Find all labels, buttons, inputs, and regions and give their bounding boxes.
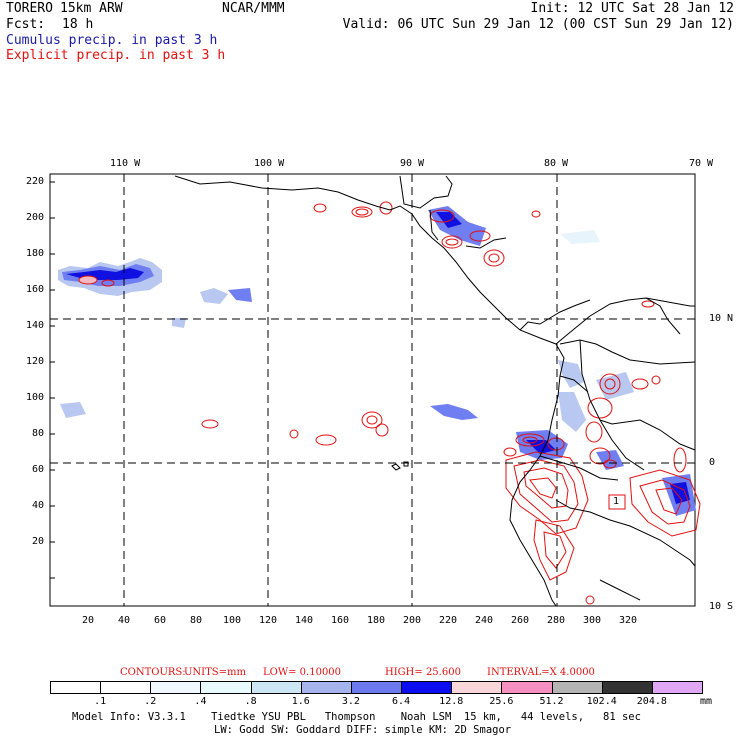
y-tick: 40 xyxy=(32,500,45,511)
contours-interval: INTERVAL=X 4.0000 xyxy=(487,667,595,678)
x-tick: 220 xyxy=(439,615,458,626)
x-tick: 120 xyxy=(259,615,278,626)
colorbar-cell xyxy=(50,681,102,694)
colorbar-units: mm xyxy=(700,696,713,707)
x-tick: 180 xyxy=(367,615,386,626)
y-tick: 120 xyxy=(26,356,45,367)
region-box-label: 1 xyxy=(613,496,620,507)
x-tick: 80 xyxy=(190,615,203,626)
model-resolution: 15km ARW xyxy=(60,1,123,16)
contours-title: CONTOURS: xyxy=(120,667,186,678)
colorbar-cell xyxy=(651,681,703,694)
colorbar-label: 1.6 xyxy=(291,696,310,707)
x-tick: 40 xyxy=(118,615,131,626)
x-tick: 60 xyxy=(154,615,167,626)
lon-label-100w: 100 W xyxy=(254,158,285,169)
colorbar-cell xyxy=(551,681,603,694)
y-tick: 100 xyxy=(26,392,45,403)
contours-high: HIGH= 25.600 xyxy=(385,667,461,678)
colorbar-cell xyxy=(300,681,352,694)
colorbar-cell xyxy=(100,681,152,694)
model-name: TORERO xyxy=(6,1,53,16)
physics-info: LW: Godd SW: Goddard DIFF: simple KM: 2D… xyxy=(214,724,512,736)
lon-label-70w: 70 W xyxy=(689,158,714,169)
y-tick: 220 xyxy=(26,176,45,187)
colorbar-cell xyxy=(401,681,453,694)
x-tick: 160 xyxy=(331,615,350,626)
cumulus-legend: Cumulus precip. in past 3 h xyxy=(6,33,218,48)
lon-label-90w: 90 W xyxy=(400,158,425,169)
colorbar-cell xyxy=(451,681,503,694)
colorbar-cell xyxy=(250,681,302,694)
forecast-hour: 18 h xyxy=(62,17,94,32)
y-tick: 20 xyxy=(32,536,45,547)
model-info: Model Info: V3.3.1 Tiedtke YSU PBL Thomp… xyxy=(72,711,641,723)
x-tick: 100 xyxy=(223,615,242,626)
x-tick: 20 xyxy=(82,615,95,626)
x-tick: 240 xyxy=(475,615,494,626)
valid-time: Valid: 06 UTC Sun 29 Jan 12 (00 CST Sun … xyxy=(342,17,734,32)
coastlines xyxy=(174,175,696,607)
y-tick: 140 xyxy=(26,320,45,331)
colorbar-label: 25.6 xyxy=(489,696,514,707)
cumulus-precip-areas xyxy=(58,206,696,516)
x-tick: 140 xyxy=(295,615,314,626)
colorbar-label: 12.8 xyxy=(439,696,464,707)
colorbar-label: 3.2 xyxy=(341,696,360,707)
colorbar-cell xyxy=(150,681,202,694)
region-box xyxy=(608,494,626,510)
colorbar-label: 6.4 xyxy=(392,696,411,707)
forecast-label: Fcst: xyxy=(6,17,46,32)
colorbar-cell xyxy=(601,681,653,694)
colorbar-cell xyxy=(350,681,403,694)
lon-label-80w: 80 W xyxy=(544,158,569,169)
y-tick: 180 xyxy=(26,248,45,259)
lat-label-10s: 10 S xyxy=(709,601,734,612)
x-tick: 260 xyxy=(511,615,530,626)
graticule xyxy=(50,174,695,606)
colorbar-cell xyxy=(501,681,553,694)
center-name: NCAR/MMM xyxy=(222,1,285,16)
y-tick: 200 xyxy=(26,212,45,223)
contours-units: UNITS=mm xyxy=(184,667,246,678)
explicit-legend: Explicit precip. in past 3 h xyxy=(6,48,226,63)
lon-label-110w: 110 W xyxy=(110,158,141,169)
colorbar-label: .1 xyxy=(94,696,107,707)
y-tick: 60 xyxy=(32,464,45,475)
y-tick: 80 xyxy=(32,428,45,439)
colorbar-label: .8 xyxy=(244,696,257,707)
colorbar-label: 102.4 xyxy=(586,696,617,707)
x-tick: 200 xyxy=(403,615,422,626)
map-frame xyxy=(49,173,696,607)
colorbar-label: 204.8 xyxy=(636,696,667,707)
colorbar-label: .2 xyxy=(144,696,157,707)
axis-ticks xyxy=(50,181,55,579)
x-tick: 320 xyxy=(619,615,638,626)
contours-low: LOW= 0.10000 xyxy=(263,667,342,678)
colorbar-cell xyxy=(200,681,252,694)
init-time: Init: 12 UTC Sat 28 Jan 12 xyxy=(530,1,735,16)
colorbar-label: .4 xyxy=(194,696,207,707)
x-tick: 280 xyxy=(547,615,566,626)
y-tick: 160 xyxy=(26,284,45,295)
x-tick: 300 xyxy=(583,615,602,626)
colorbar-label: 51.2 xyxy=(539,696,564,707)
lat-label-0: 0 xyxy=(709,457,716,468)
lat-label-10n: 10 N xyxy=(709,313,734,324)
